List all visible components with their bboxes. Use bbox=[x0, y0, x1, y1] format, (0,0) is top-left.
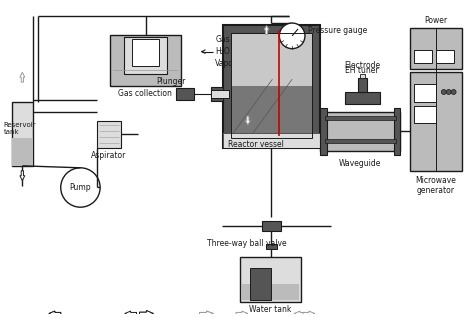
Text: Microwave
generator: Microwave generator bbox=[416, 176, 456, 195]
Polygon shape bbox=[200, 311, 213, 316]
Polygon shape bbox=[49, 311, 61, 316]
Bar bbox=[223, 25, 320, 148]
Polygon shape bbox=[264, 25, 269, 34]
Bar bbox=[231, 33, 312, 138]
Bar bbox=[414, 106, 436, 124]
Polygon shape bbox=[139, 311, 153, 316]
Text: Pressure gauge: Pressure gauge bbox=[308, 26, 367, 36]
Text: Waveguide: Waveguide bbox=[339, 159, 381, 168]
Bar bbox=[346, 92, 380, 104]
Polygon shape bbox=[246, 116, 250, 125]
Text: Pump: Pump bbox=[70, 183, 91, 192]
Bar bbox=[325, 116, 395, 120]
Bar bbox=[393, 108, 401, 155]
Text: Reactor vessel: Reactor vessel bbox=[228, 140, 284, 149]
Polygon shape bbox=[303, 311, 315, 316]
Polygon shape bbox=[20, 72, 25, 82]
Bar bbox=[242, 284, 299, 300]
Text: Three-way ball valve: Three-way ball valve bbox=[208, 239, 287, 248]
Bar bbox=[262, 221, 281, 231]
Circle shape bbox=[61, 168, 100, 207]
Bar bbox=[414, 84, 436, 102]
Bar bbox=[97, 120, 121, 148]
Bar bbox=[410, 72, 462, 171]
Polygon shape bbox=[294, 311, 306, 316]
Text: Electrode: Electrode bbox=[344, 61, 380, 70]
Bar bbox=[325, 139, 395, 143]
Bar bbox=[124, 37, 167, 74]
Bar bbox=[11, 102, 33, 166]
Text: Plunger: Plunger bbox=[156, 77, 186, 86]
Bar bbox=[410, 28, 462, 69]
Text: Water tank: Water tank bbox=[249, 305, 292, 314]
Bar bbox=[436, 50, 454, 63]
Text: Aspirator: Aspirator bbox=[91, 151, 127, 160]
Circle shape bbox=[446, 89, 451, 94]
Bar bbox=[211, 90, 229, 98]
Bar bbox=[358, 78, 367, 92]
Bar bbox=[231, 34, 312, 86]
Bar bbox=[250, 268, 272, 300]
Bar bbox=[414, 50, 432, 63]
Polygon shape bbox=[236, 311, 248, 316]
Polygon shape bbox=[49, 311, 61, 316]
Text: Gas: Gas bbox=[215, 35, 230, 44]
Bar bbox=[110, 35, 181, 86]
Bar bbox=[11, 138, 33, 166]
Bar bbox=[320, 108, 327, 155]
Bar bbox=[360, 74, 365, 78]
Text: Vapor: Vapor bbox=[215, 59, 237, 68]
Text: Gas collection: Gas collection bbox=[118, 89, 173, 98]
Text: Power: Power bbox=[424, 16, 447, 25]
Circle shape bbox=[441, 89, 446, 94]
Bar bbox=[223, 133, 320, 148]
Text: EH tuner: EH tuner bbox=[345, 66, 379, 75]
Polygon shape bbox=[125, 311, 137, 316]
Bar bbox=[231, 86, 312, 138]
Polygon shape bbox=[20, 171, 25, 181]
Polygon shape bbox=[200, 311, 213, 316]
Circle shape bbox=[279, 23, 305, 49]
Bar bbox=[320, 112, 401, 151]
Text: H₂O: H₂O bbox=[215, 47, 230, 56]
Bar bbox=[176, 88, 194, 100]
Text: Reservoir
tank: Reservoir tank bbox=[4, 122, 36, 135]
Bar bbox=[211, 87, 223, 101]
Bar bbox=[132, 39, 159, 66]
Bar bbox=[240, 257, 301, 302]
Bar bbox=[265, 244, 277, 249]
Circle shape bbox=[451, 89, 456, 94]
Bar bbox=[223, 133, 320, 148]
Polygon shape bbox=[139, 311, 153, 316]
